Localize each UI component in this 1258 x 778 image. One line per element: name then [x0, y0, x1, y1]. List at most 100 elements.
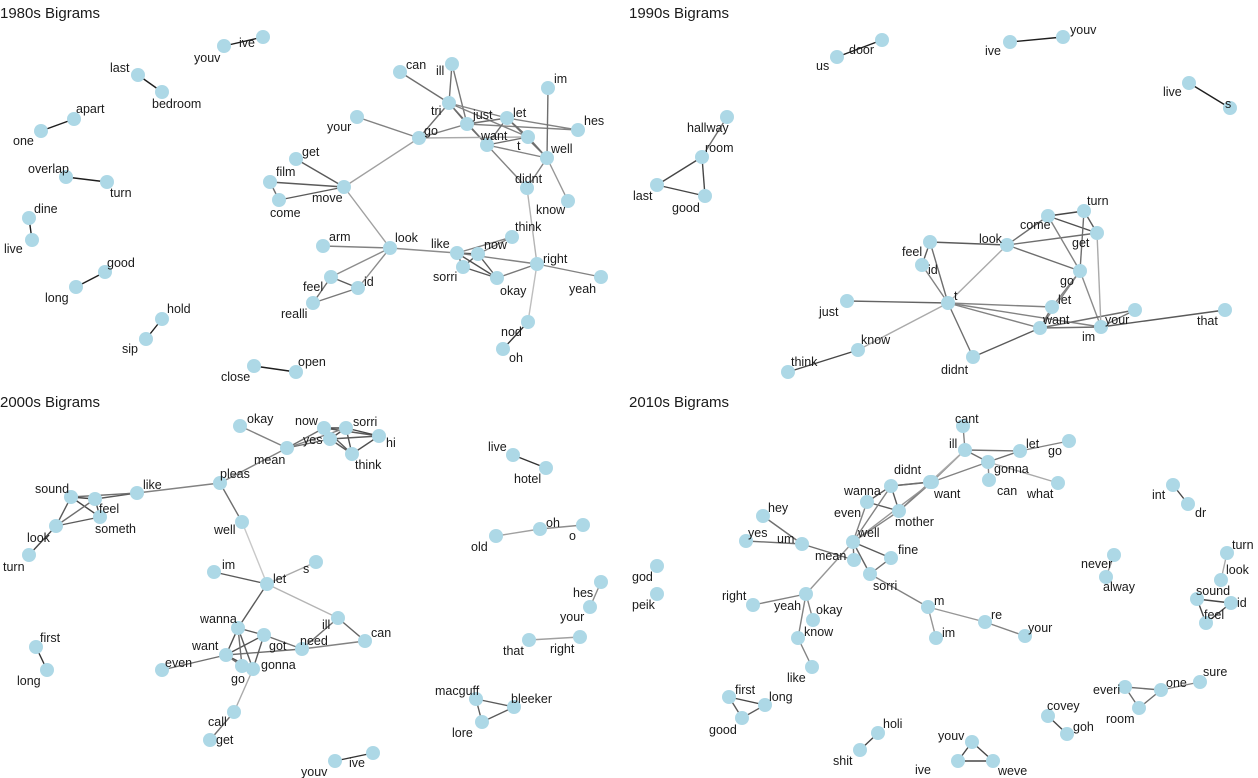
node-youv: [965, 735, 979, 749]
edge-look-t: [947, 244, 1008, 304]
node-label-can: can: [997, 484, 1017, 498]
node-look: [1214, 573, 1228, 587]
node-bedroom: [155, 85, 169, 99]
node-label-think: think: [791, 355, 818, 369]
node-label-like: like: [143, 478, 162, 492]
node-overlap: [59, 170, 73, 184]
node-mean: [280, 441, 294, 455]
panel-title: 2000s Bigrams: [0, 394, 100, 411]
edge-id-t: [921, 264, 949, 304]
edge-right-yeah: [536, 263, 602, 278]
node-label-close: close: [221, 370, 250, 384]
node-label-hallway: hallway: [687, 121, 729, 135]
node-label-room: room: [1106, 712, 1134, 726]
node-um: [795, 537, 809, 551]
edge-come-go: [1047, 215, 1081, 272]
node-label-oh: oh: [546, 516, 560, 530]
node-label-o: o: [569, 529, 576, 543]
edge-that-right: [528, 636, 581, 641]
node-label-good: good: [107, 256, 135, 270]
node-come: [272, 193, 286, 207]
node-ive: [256, 30, 270, 44]
node-label-good: good: [709, 723, 737, 737]
edge-well-yeah: [805, 541, 854, 595]
edge-oh-o: [539, 524, 584, 530]
node-label-long: long: [17, 674, 41, 688]
node-hi: [372, 429, 386, 443]
edge-now-mean: [286, 427, 325, 449]
edge-get-your: [1096, 232, 1102, 328]
node-sorri: [339, 421, 353, 435]
node-think: [345, 447, 359, 461]
node-ill: [331, 611, 345, 625]
node-label-int: int: [1152, 488, 1166, 502]
node-want: [1033, 321, 1047, 335]
node-holi: [871, 726, 885, 740]
node-label-get: get: [216, 733, 234, 747]
node-come: [1041, 209, 1055, 223]
edge-move-look: [343, 186, 391, 249]
edge-arm-look: [322, 245, 391, 249]
node-youv: [328, 754, 342, 768]
node-pleas: [213, 476, 227, 490]
node-even: [860, 495, 874, 509]
node-label-go: go: [231, 672, 245, 686]
edge-mean-yes: [286, 438, 331, 449]
node-id: [351, 281, 365, 295]
node-dr: [1181, 497, 1195, 511]
node-label-old: old: [471, 540, 488, 554]
node-look: [49, 519, 63, 533]
node-now: [317, 421, 331, 435]
node-o: [576, 518, 590, 532]
node-youv: [217, 39, 231, 53]
node-label-come: come: [270, 206, 301, 220]
node-label-feel: feel: [99, 502, 119, 516]
node-label-want: want: [480, 129, 508, 143]
node-label-macguff: macguff: [435, 684, 480, 698]
edge-want-im: [1039, 309, 1136, 329]
edge-look-get: [1006, 232, 1098, 246]
node-label-s: s: [303, 562, 309, 576]
edge-let-s: [266, 561, 317, 585]
node-label-didnt: didnt: [894, 463, 922, 477]
node-youv: [1056, 30, 1070, 44]
node-your: [1094, 320, 1108, 334]
node-s: [1223, 101, 1237, 115]
node-live: [25, 233, 39, 247]
node-label-turn: turn: [1232, 538, 1254, 552]
node-alway: [1099, 570, 1113, 584]
node-good: [735, 711, 749, 725]
node-label-go: go: [1060, 274, 1074, 288]
node-us: [830, 50, 844, 64]
node-ive: [951, 754, 965, 768]
node-label-alway: alway: [1103, 580, 1136, 594]
node-label-shit: shit: [833, 754, 853, 768]
edge-let-go: [1019, 440, 1070, 452]
node-hold: [155, 312, 169, 326]
edge-sorri-m: [869, 573, 929, 608]
node-hes: [594, 575, 608, 589]
node-label-mother: mother: [895, 515, 934, 529]
node-feel: [1199, 616, 1213, 630]
node-label-sound: sound: [35, 482, 69, 496]
edge-tri-let: [448, 102, 508, 119]
edge-wanna-gonna: [237, 627, 254, 670]
node-hallway: [720, 110, 734, 124]
edge-want-need: [225, 648, 303, 656]
node-hotel: [539, 461, 553, 475]
node-label-id: id: [364, 275, 374, 289]
node-label-last: last: [110, 61, 130, 75]
node-like: [805, 660, 819, 674]
node-go: [1062, 434, 1076, 448]
node-label-go: go: [1048, 444, 1062, 458]
node-never: [1107, 548, 1121, 562]
node-sure: [1193, 675, 1207, 689]
node-ill: [958, 443, 972, 457]
edge-get-move: [295, 158, 345, 188]
node-m: [921, 600, 935, 614]
node-turn: [100, 175, 114, 189]
edge-well-let: [241, 521, 268, 585]
node-your: [350, 110, 364, 124]
edge-t-want: [947, 302, 1041, 329]
node-label-sip: sip: [122, 342, 138, 356]
